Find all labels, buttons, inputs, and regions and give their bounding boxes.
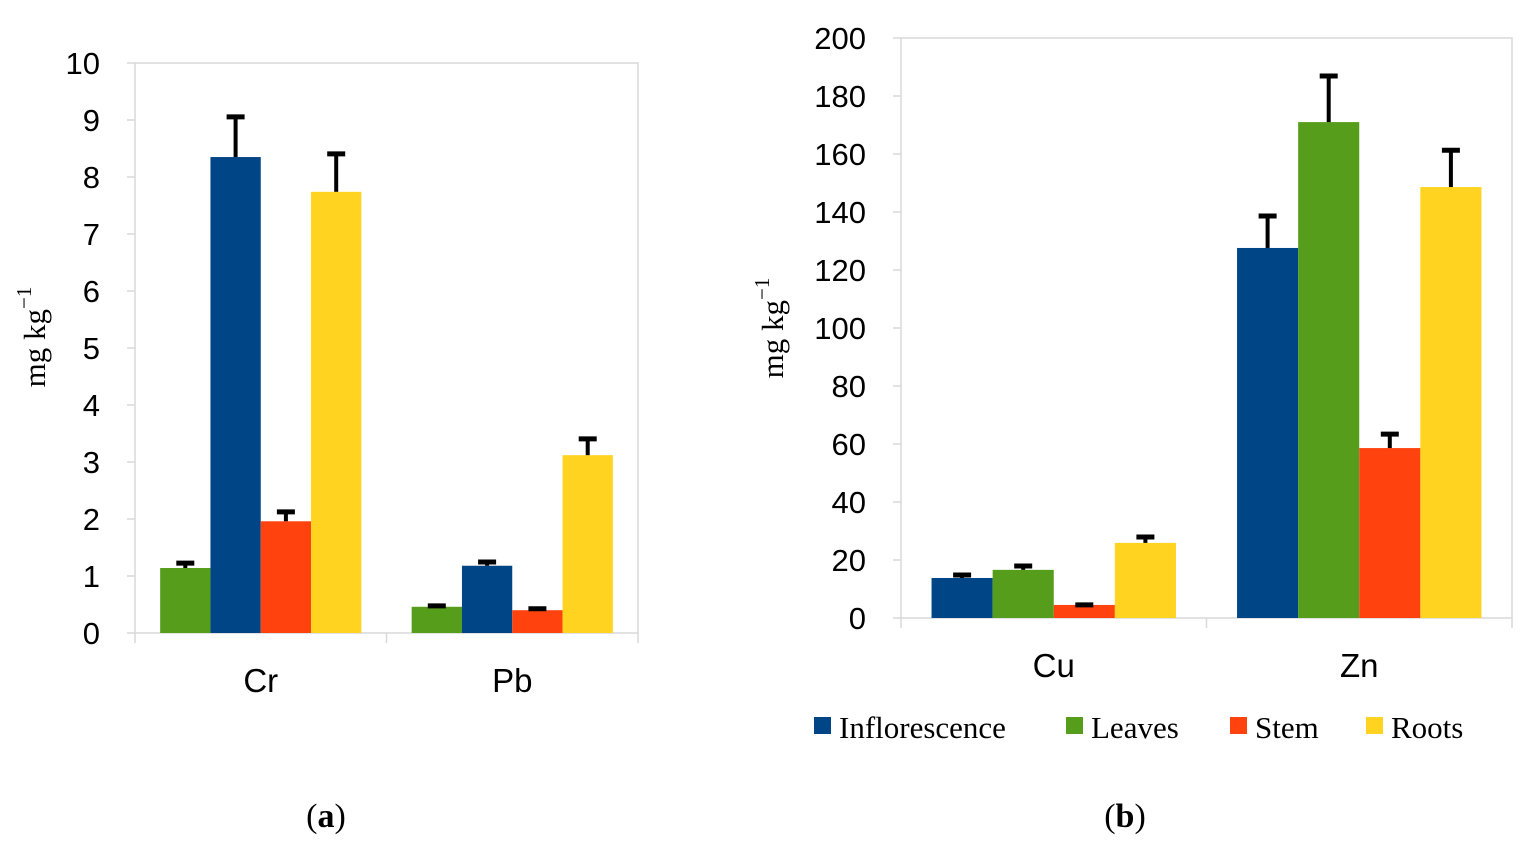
- y-tick-label: 10: [66, 46, 100, 81]
- bar-roots-cr: [311, 191, 362, 633]
- bar-inflorescence-cr: [210, 157, 261, 634]
- subfigure-caption: (b): [1104, 798, 1146, 835]
- bar-roots-zn: [1420, 187, 1482, 618]
- y-tick-label: 80: [832, 369, 866, 404]
- legend-label: Roots: [1391, 710, 1463, 745]
- legend-swatch: [1230, 717, 1247, 734]
- bar-stem-cu: [1053, 604, 1115, 618]
- bar-stem-zn: [1359, 448, 1421, 618]
- y-tick-label: 140: [814, 195, 866, 230]
- y-tick-label: 7: [83, 217, 100, 252]
- y-tick-label: 3: [83, 445, 100, 480]
- legend-swatch: [814, 717, 831, 734]
- y-axis-title: mg kg−1: [750, 278, 790, 379]
- bar-inflorescence-cu: [931, 577, 993, 618]
- y-axis-title-text: mg kg: [755, 300, 790, 378]
- bar-leaves-pb: [411, 606, 462, 633]
- bar-stem-pb: [512, 610, 563, 633]
- y-tick-label: 9: [83, 103, 100, 138]
- bar-leaves-cu: [992, 569, 1054, 618]
- y-tick-label: 120: [814, 253, 866, 288]
- y-axis-title-sup: −1: [12, 287, 36, 309]
- y-tick-label: 180: [814, 79, 866, 114]
- y-tick-label: 2: [83, 502, 100, 537]
- y-tick-label: 160: [814, 137, 866, 172]
- y-tick-label: 40: [832, 485, 866, 520]
- y-tick-label: 0: [83, 616, 100, 651]
- legend-item-stem: Stem: [1230, 710, 1319, 745]
- y-tick-label: 100: [814, 311, 866, 346]
- y-axis-title: mg kg−1: [12, 287, 52, 388]
- y-tick-label: 6: [83, 274, 100, 309]
- y-tick-label: 8: [83, 160, 100, 195]
- legend-item-roots: Roots: [1366, 710, 1463, 745]
- y-axis-title-text: mg kg: [17, 309, 52, 387]
- y-tick-label: 5: [83, 331, 100, 366]
- bar-roots-cu: [1114, 542, 1176, 618]
- x-category-label: Cr: [243, 662, 278, 699]
- y-tick-label: 1: [83, 559, 100, 594]
- legend-label: Leaves: [1091, 710, 1179, 745]
- legend-item-leaves: Leaves: [1066, 710, 1179, 745]
- subfigure-caption: (a): [306, 798, 346, 835]
- legend-swatch: [1366, 717, 1383, 734]
- legend-label: Stem: [1255, 710, 1319, 745]
- x-category-label: Zn: [1340, 647, 1379, 684]
- y-tick-label: 60: [832, 427, 866, 462]
- y-axis-title-sup: −1: [750, 278, 774, 300]
- chart-b: 0 20 40 60 80 100 120 140 160 180 200 mg kg−1 Cu Zn (b…: [750, 21, 1513, 835]
- chart-a: 0 1 2 3 4 5 6 7 8 9 10 mg kg−1 Cr Pb (a): [12, 46, 639, 835]
- bar-leaves-zn: [1298, 122, 1360, 618]
- legend-label: Inflorescence: [839, 710, 1006, 745]
- legend-item-inflorescence: Inflorescence: [814, 710, 1006, 745]
- bar-inflorescence-zn: [1237, 247, 1299, 618]
- legend: Inflorescence Leaves Stem Roots: [814, 710, 1463, 745]
- bar-stem-cr: [260, 521, 312, 633]
- y-tick-label: 200: [814, 21, 866, 56]
- y-tick-label: 20: [832, 543, 866, 578]
- bar-leaves-cr: [160, 568, 211, 633]
- y-tick-label: 0: [849, 601, 866, 636]
- y-tick-label: 4: [83, 388, 100, 423]
- x-category-label: Cu: [1033, 647, 1075, 684]
- bar-inflorescence-pb: [461, 565, 513, 633]
- legend-swatch: [1066, 717, 1083, 734]
- bar-roots-pb: [562, 455, 613, 633]
- x-category-label: Pb: [492, 662, 532, 699]
